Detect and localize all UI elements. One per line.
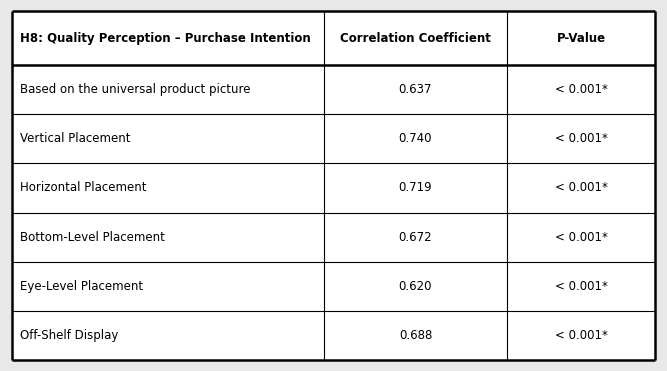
Text: 0.688: 0.688: [399, 329, 432, 342]
Text: Off-Shelf Display: Off-Shelf Display: [20, 329, 118, 342]
Text: Vertical Placement: Vertical Placement: [20, 132, 131, 145]
Text: < 0.001*: < 0.001*: [555, 231, 608, 244]
Text: < 0.001*: < 0.001*: [555, 181, 608, 194]
Text: 0.719: 0.719: [399, 181, 432, 194]
Text: 0.637: 0.637: [399, 83, 432, 96]
Text: Horizontal Placement: Horizontal Placement: [20, 181, 147, 194]
Text: < 0.001*: < 0.001*: [555, 132, 608, 145]
Text: Eye-Level Placement: Eye-Level Placement: [20, 280, 143, 293]
Text: 0.620: 0.620: [399, 280, 432, 293]
Text: < 0.001*: < 0.001*: [555, 83, 608, 96]
Text: 0.672: 0.672: [399, 231, 432, 244]
Text: Based on the universal product picture: Based on the universal product picture: [20, 83, 251, 96]
Text: < 0.001*: < 0.001*: [555, 280, 608, 293]
Text: Bottom-Level Placement: Bottom-Level Placement: [20, 231, 165, 244]
Text: 0.740: 0.740: [399, 132, 432, 145]
Text: P-Value: P-Value: [556, 32, 606, 45]
Text: H8: Quality Perception – Purchase Intention: H8: Quality Perception – Purchase Intent…: [20, 32, 311, 45]
Text: < 0.001*: < 0.001*: [555, 329, 608, 342]
Text: Correlation Coefficient: Correlation Coefficient: [340, 32, 491, 45]
